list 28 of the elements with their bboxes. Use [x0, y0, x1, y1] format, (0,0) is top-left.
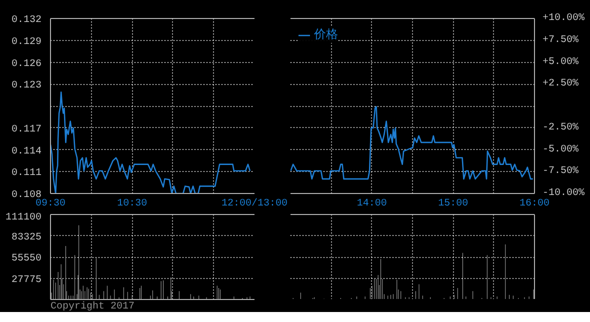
y-tick-label: 0.111	[11, 168, 42, 180]
text: +7.50%	[542, 34, 579, 46]
x-tick-label: 14:00	[356, 198, 387, 210]
text: -2.50%	[542, 122, 579, 134]
y-tick-label: 0.123	[11, 80, 42, 92]
text: -7.50%	[542, 166, 579, 178]
y-tick-label: 0.129	[11, 36, 42, 48]
x-tick-label: 10:30	[117, 198, 148, 210]
y-tick-label: 55550	[11, 254, 42, 264]
y-tick-label: 111100	[5, 212, 42, 224]
x-tick-label: 12:00/13:00	[221, 198, 288, 210]
line-series	[50, 91, 251, 194]
x-tick-label: 09:30	[36, 198, 66, 210]
text: -5.00%	[542, 144, 579, 156]
text: -10.00%	[542, 188, 585, 199]
y-tick-label: 83325	[11, 232, 42, 244]
y-tick-label: 0.114	[11, 146, 42, 158]
text: +10.00%	[542, 13, 585, 24]
text: +5.00%	[542, 56, 579, 68]
text: +2.50%	[542, 78, 579, 90]
legend-label: 价格	[314, 26, 338, 43]
y-tick-label: 0.132	[11, 15, 42, 26]
y-tick-label: 0.117	[11, 124, 42, 136]
x-tick-label: 16:00	[520, 198, 550, 210]
x-tick-label: 15:00	[438, 198, 468, 210]
y-tick-label: 27775	[11, 274, 42, 286]
text: Copyright 2017	[50, 300, 135, 312]
y-tick-label: 0.126	[11, 58, 42, 70]
